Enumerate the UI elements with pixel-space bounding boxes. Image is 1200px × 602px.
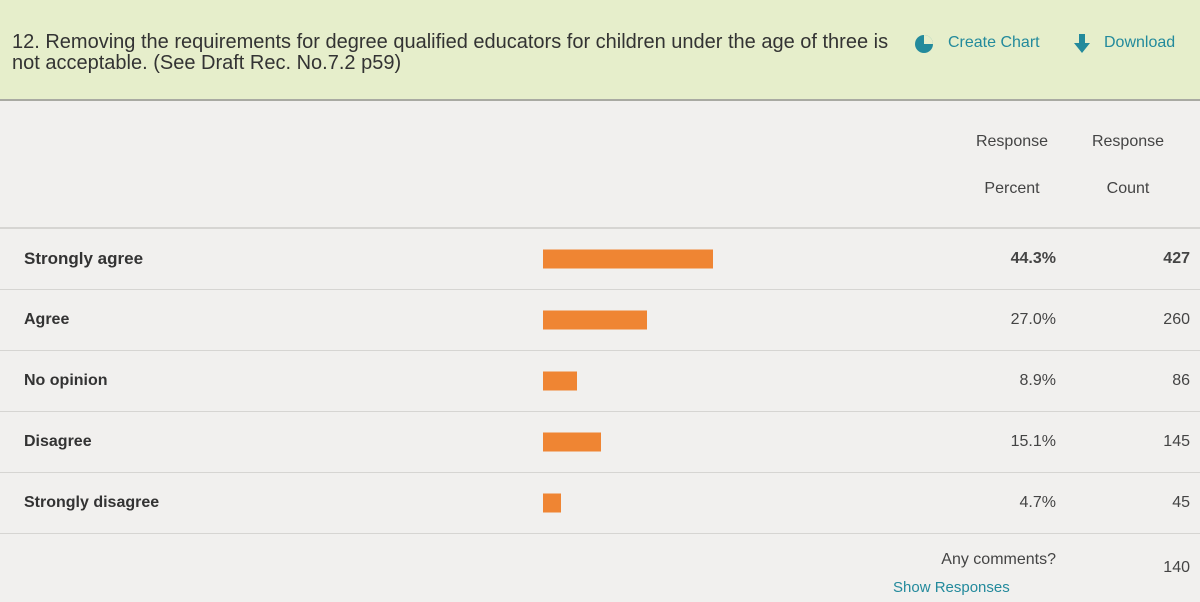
percent-value: 8.9% <box>1019 371 1056 389</box>
download-link[interactable]: Download <box>1104 34 1176 51</box>
bar <box>543 432 601 451</box>
count-value: 260 <box>1163 310 1190 328</box>
bar <box>543 249 714 268</box>
column-header: Response Percent <box>975 133 1049 197</box>
row-label: Strongly disagree <box>24 493 160 511</box>
comments-prompt: Any comments? <box>941 551 1056 568</box>
question-title: 12. Removing the requirements for degree… <box>12 31 889 74</box>
row-separator <box>0 350 1200 351</box>
download-icon[interactable] <box>1073 33 1091 55</box>
percent-value: 44.3% <box>1010 249 1056 267</box>
row-separator <box>0 289 1200 290</box>
row-label: Agree <box>24 310 70 328</box>
bar <box>543 493 562 512</box>
create-chart-link[interactable]: Create Chart <box>948 34 1040 51</box>
row-label: Strongly agree <box>24 248 144 268</box>
column-header: Response Count <box>1091 133 1165 197</box>
row-label: No opinion <box>24 371 108 389</box>
count-value: 145 <box>1163 432 1190 450</box>
percent-value: 27.0% <box>1010 310 1056 328</box>
percent-value: 4.7% <box>1019 493 1056 511</box>
count-value: 86 <box>1172 371 1190 389</box>
show-responses-link[interactable]: Show Responses <box>893 579 1010 596</box>
question-header <box>0 0 1200 101</box>
count-value: 45 <box>1172 493 1190 511</box>
row-separator <box>0 472 1200 473</box>
comments-count: 140 <box>1163 559 1190 576</box>
count-value: 427 <box>1163 249 1190 267</box>
percent-value: 15.1% <box>1010 432 1056 450</box>
chart-icon[interactable] <box>913 33 935 55</box>
row-separator <box>0 411 1200 412</box>
row-label: Disagree <box>24 432 92 450</box>
bar <box>543 310 647 329</box>
bar <box>543 371 578 390</box>
row-separator <box>0 227 1200 229</box>
row-separator <box>0 533 1200 534</box>
